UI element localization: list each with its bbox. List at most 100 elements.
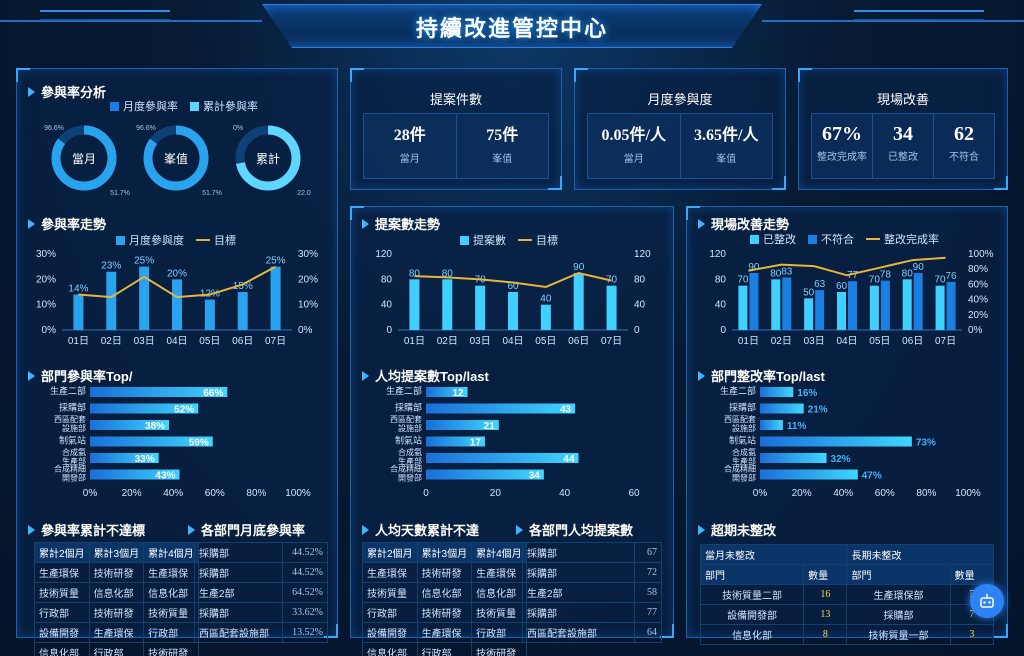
table-cell: 採購部 — [846, 604, 951, 625]
legend-cumulative[interactable]: 累計參與率 — [190, 98, 258, 114]
category-label: 生產部 — [62, 456, 86, 466]
legend-nonconforming[interactable]: 不符合 — [808, 231, 854, 247]
header-line-right — [762, 20, 1024, 22]
bar — [73, 294, 84, 330]
proposal-trend-legend: 提案數 目標 — [460, 232, 558, 248]
header: 持續改進管控中心 — [0, 0, 1024, 56]
table-row: 行政部 技術研發 技術質量 — [362, 602, 527, 623]
x-tick-label: 100% — [955, 488, 981, 499]
table-cell: 信息化部 — [416, 582, 473, 603]
data-label: 20% — [167, 268, 187, 279]
table-cell: 生產環保 — [88, 622, 145, 643]
y-right-tick-label: 120 — [634, 249, 651, 260]
table-cell: 13 — [803, 604, 848, 625]
donut-progress — [143, 125, 209, 191]
arrow-icon — [28, 218, 35, 229]
per-capita-days-title: 人均天數累計不達 — [362, 520, 479, 539]
legend-target[interactable]: 目標 — [518, 232, 558, 248]
table-cell: 生產2部 — [521, 582, 636, 603]
table-row: 生產環保 技術研發 生產環保 — [362, 562, 527, 583]
table-row: 行政部 技術研發 技術質量 — [34, 602, 199, 623]
x-tick-label: 05日 — [535, 336, 556, 347]
kpi-cell: 0.05件/人 當月 — [588, 114, 680, 178]
bar — [90, 469, 180, 480]
category-label: 制氣站 — [395, 435, 422, 446]
table-header-cell: 數量 — [949, 564, 995, 585]
legend-completion-rate[interactable]: 整改完成率 — [866, 231, 939, 247]
x-tick-label: 01日 — [68, 336, 89, 347]
bar — [426, 403, 576, 414]
x-tick-label: 05日 — [869, 336, 890, 347]
data-label: 80 — [770, 268, 782, 279]
dept-avg-table: 採購部 67 採購部 72 生產2部 58 採購部 77 西區配套設施部 64 — [521, 542, 662, 643]
table-header-cell: 數量 — [803, 564, 848, 585]
table-cell: 設備開發 — [362, 622, 418, 643]
table-cell: 行政部 — [362, 602, 418, 623]
table-cell: 生產環保 — [362, 562, 418, 583]
proposal-trend-chart: 0 40 80 120 0 40 80 120 01日 80 02日 80 03日 70 04日 60 05日 4… — [375, 249, 651, 347]
donut-name: 峯值 — [164, 151, 188, 166]
x-tick-label: 04日 — [166, 336, 187, 347]
category-label: 合成氨 — [732, 447, 756, 457]
kpi-title: 月度參與度 — [647, 92, 713, 107]
x-tick-label: 06日 — [902, 336, 923, 347]
bar — [771, 279, 781, 330]
table-group-header-row: 當月未整改 長期未整改 — [699, 544, 994, 565]
table-header-cell: 累計2個月 — [362, 542, 418, 563]
arrow-icon — [362, 218, 369, 229]
x-tick-label: 02日 — [101, 336, 122, 347]
x-tick-label: 04日 — [836, 336, 857, 347]
category-label: 生產部 — [732, 456, 756, 466]
x-tick-label: 03日 — [134, 336, 155, 347]
kpi-label: 整改完成率 — [817, 152, 867, 163]
table-cell: 生產環保 — [143, 562, 199, 583]
bar — [848, 281, 857, 330]
participation-trend-chart: 0% 10% 20% 30% 0% 10% 20% 30% 01日 14% 02日 23% 03日 25%… — [36, 249, 318, 347]
assistant-button[interactable] — [970, 584, 1004, 618]
table-cell: 67 — [634, 542, 662, 563]
data-label: 11% — [787, 421, 807, 432]
category-label: 設施部 — [62, 423, 86, 433]
table-header-row: 累計2個月 累計3個月 累計4個月 — [34, 542, 199, 563]
x-tick-label: 06日 — [568, 336, 589, 347]
data-label: 77 — [847, 270, 859, 281]
y-tick-label: 120 — [375, 249, 392, 260]
table-cell: 採購部 — [193, 602, 284, 623]
bar — [90, 436, 213, 447]
table-cell: 行政部 — [88, 642, 145, 656]
legend-target[interactable]: 目標 — [196, 232, 236, 248]
table-cell: 33.62% — [282, 602, 328, 623]
table-cell: 採購部 — [521, 602, 636, 623]
table-cell: 3 — [949, 624, 995, 645]
data-label: 73% — [916, 438, 936, 449]
y-right-tick-label: 10% — [298, 300, 318, 311]
x-tick-label: 0% — [753, 488, 768, 499]
legend-proposals[interactable]: 提案數 — [460, 232, 506, 248]
legend-monthly-participation[interactable]: 月度參與度 — [116, 232, 184, 248]
bar — [935, 285, 945, 330]
x-tick-label: 60% — [205, 488, 225, 499]
legend-rectified[interactable]: 已整改 — [750, 231, 796, 247]
table-row: 採購部 44.52% — [193, 562, 328, 583]
category-label: 制氣站 — [729, 435, 756, 446]
table-cell: 44.52% — [282, 562, 328, 583]
category-label: 合成氨 — [62, 447, 86, 457]
table-header-cell: 部門 — [699, 564, 805, 585]
kpi-label: 當月 — [623, 154, 644, 165]
table-cell: 技術研發 — [88, 602, 145, 623]
proposal-trend-title: 提案數走勢 — [362, 214, 440, 233]
table-cell: 技術質量一部 — [846, 624, 951, 645]
header-deco-right — [854, 10, 984, 20]
y-tick-label: 10% — [36, 300, 56, 311]
y-right-tick-label: 0 — [634, 325, 640, 336]
data-label: 70 — [935, 275, 947, 286]
donut-top-value: 96.6% — [44, 125, 64, 132]
legend-monthly[interactable]: 月度參與率 — [110, 98, 178, 114]
kpi-card-site-improvement: 現場改善 67% 整改完成率 34 已整改 62 不符合 — [798, 68, 1008, 190]
table-cell: 設備開發部 — [699, 604, 805, 625]
kpi-values: 0.05件/人 當月 3.65件/人 峯值 — [587, 113, 773, 179]
category-label: 生產二部 — [50, 385, 86, 396]
bar — [426, 469, 544, 480]
